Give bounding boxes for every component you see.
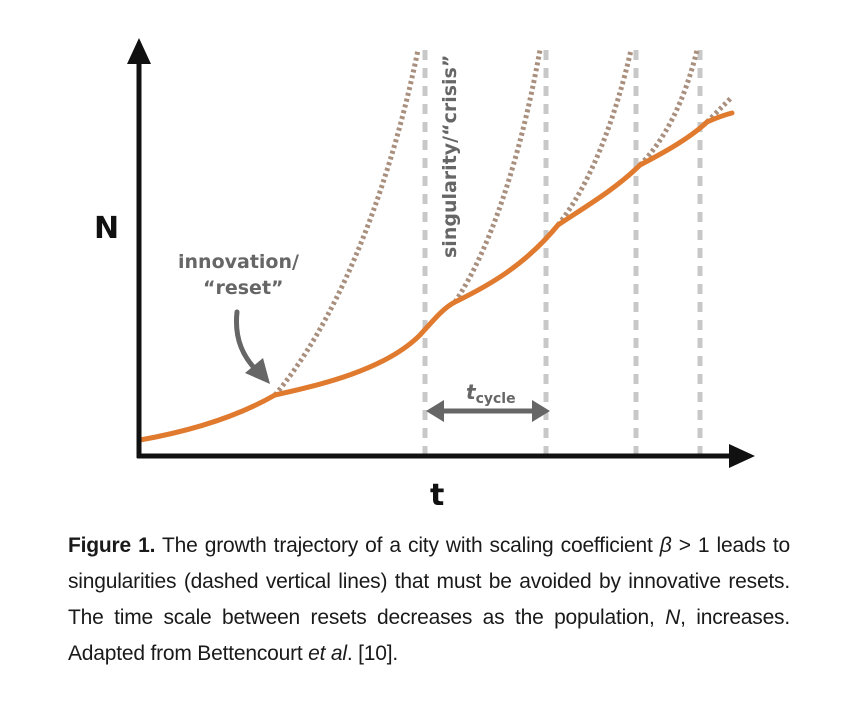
innovation-pointer-arrow: [233, 309, 261, 375]
tcycle-arrowhead-left-icon: [426, 400, 444, 422]
figure-label: Figure 1.: [68, 534, 156, 557]
tcycle-arrow: [426, 400, 550, 422]
innovation-label-line2: “reset”: [203, 277, 284, 299]
innovation-pointer-arrowhead-icon: [245, 358, 270, 384]
innovation-label-line1: innovation/: [178, 251, 299, 273]
growth-trajectory-diagram: N t innovation/ “reset” singularity/“cri…: [94, 38, 755, 510]
figure-caption: Figure 1. The growth trajectory of a cit…: [68, 528, 790, 672]
divergent-curve-1: [273, 49, 421, 397]
population-symbol: N: [665, 606, 681, 629]
y-axis-arrowhead: [127, 38, 151, 64]
divergent-curve-3: [556, 49, 634, 227]
divergent-curves: [273, 49, 734, 397]
singularity-label: singularity/“crisis”: [439, 55, 461, 258]
tcycle-label: tcycle: [466, 380, 516, 407]
caption-text-b: > 1 leads to singularities (dashed verti…: [68, 534, 790, 629]
tcycle-arrowhead-right-icon: [532, 400, 550, 422]
caption-text-c: , increases. Adapted from Bettencourt: [68, 606, 790, 665]
caption-text-a: The growth trajectory of a city with sca…: [155, 534, 660, 557]
x-axis-arrowhead: [729, 444, 755, 468]
divergent-curve-4: [638, 49, 700, 167]
axes: [127, 38, 755, 468]
tcycle-label-main: t: [466, 380, 477, 404]
tcycle-label-sub: cycle: [476, 391, 516, 407]
etal-text: et al: [308, 642, 347, 665]
divergent-curve-2: [452, 49, 543, 304]
caption-text-d: . [10].: [346, 642, 398, 665]
singularity-lines: [422, 50, 703, 455]
growth-curve: [137, 110, 735, 443]
x-axis-label: t: [430, 478, 444, 510]
beta-symbol: β: [659, 534, 672, 557]
y-axis-label: N: [94, 211, 119, 246]
